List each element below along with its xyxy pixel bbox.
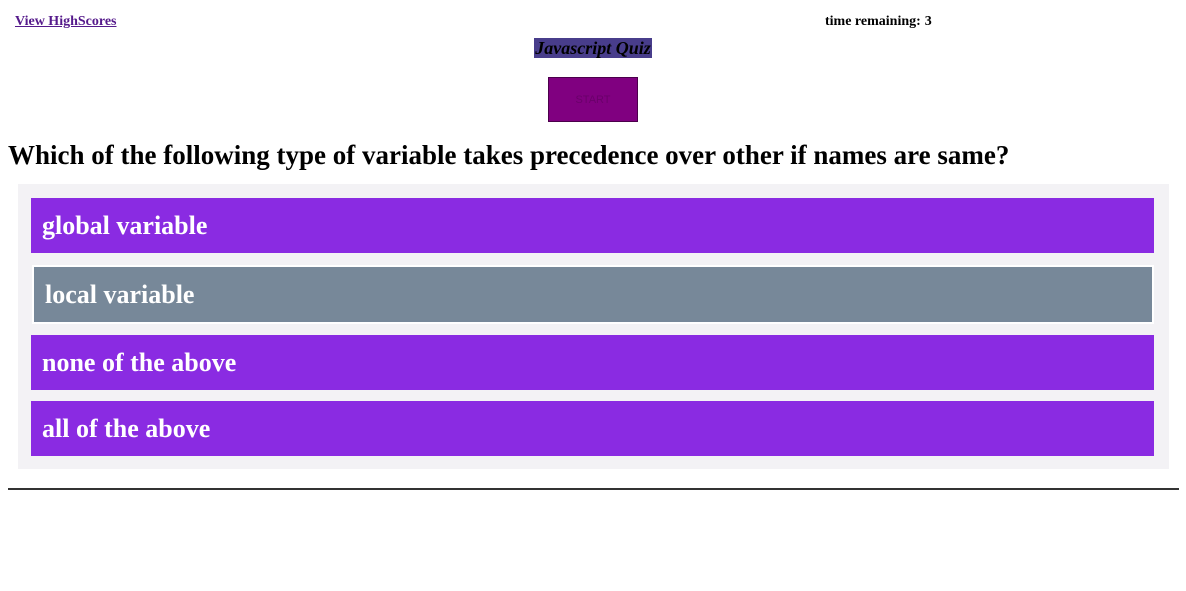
answer-option-1[interactable]: global variable — [31, 198, 1154, 253]
divider — [8, 488, 1179, 490]
answer-option-2[interactable]: local variable — [32, 265, 1154, 324]
answer-option-3[interactable]: none of the above — [31, 335, 1154, 390]
answer-option-4[interactable]: all of the above — [31, 401, 1154, 456]
timer-value: 3 — [924, 14, 932, 29]
quiz-title: Javascript Quiz — [0, 38, 1186, 59]
start-button[interactable]: START — [548, 77, 638, 122]
view-highscores-link[interactable]: View HighScores — [15, 14, 117, 29]
timer-label: time remaining: — [825, 14, 921, 29]
quiz-title-text: Javascript Quiz — [534, 38, 652, 58]
timer: time remaining: 3 — [825, 14, 932, 30]
answers-panel: global variable local variable none of t… — [18, 184, 1169, 469]
question-text: Which of the following type of variable … — [8, 140, 1010, 170]
